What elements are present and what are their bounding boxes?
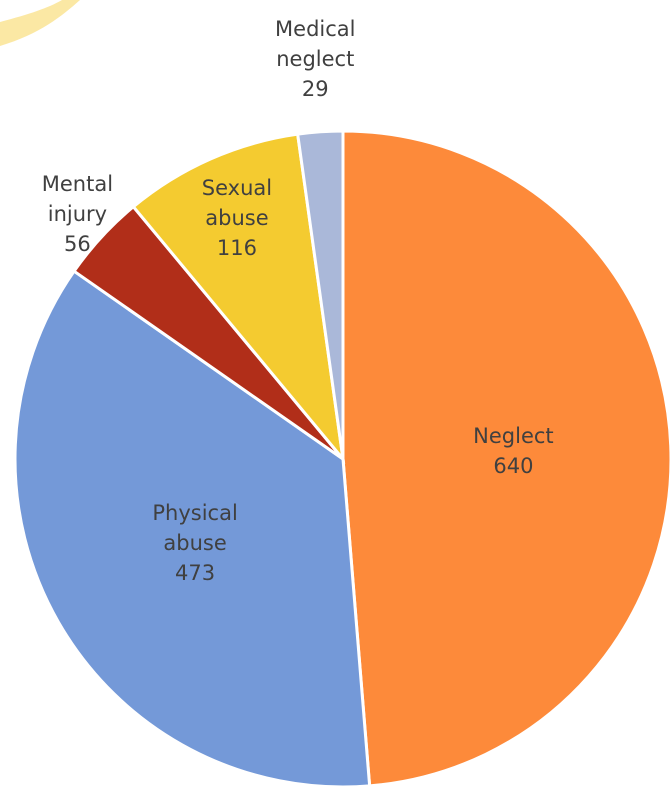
slice-label: Physical abuse [152,501,237,555]
slice-value: 640 [493,454,533,478]
slice-value: 116 [217,236,257,260]
slice-label: Neglect [473,424,554,448]
slice-value: 29 [302,77,329,101]
pie [13,129,672,789]
pie-slice [13,269,372,789]
pie-slice [341,129,672,788]
pie-slice [131,132,346,465]
pie-slice [295,129,345,460]
slice-value: 56 [64,232,91,256]
slice-label: Mental injury [42,172,113,226]
decoration [0,0,80,46]
slice-label: Sexual abuse [202,176,272,230]
slice-label: Medical neglect [275,17,355,71]
slice-value: 473 [175,561,215,585]
labels: Neglect 640 Physical abuse 473 Mental injury 56… [42,17,554,585]
